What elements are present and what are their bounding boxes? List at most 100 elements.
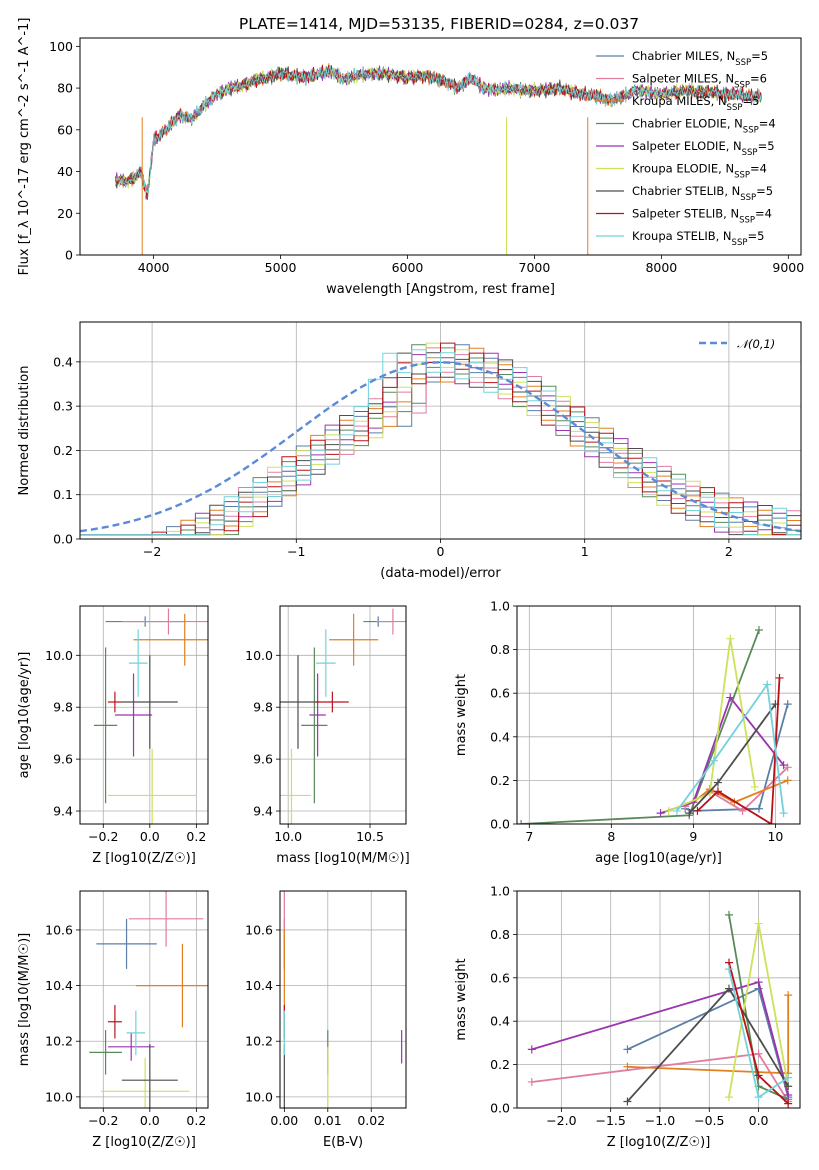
plot-area-age_vs_mass [280,608,406,824]
panel-weight_vs_Z: −2.0 −1.5 −1.0 −0.5 0.0 0.0 0.2 0.4 0.6 0.8 1.0 Z [… [454,884,801,1150]
x-tick-label: −0.2 [88,829,118,844]
axes-frame [79,37,802,256]
errorbar-point-5 [309,673,326,757]
y-tick-label: 10.2 [45,1034,73,1049]
y-tick-label: 100 [49,39,73,54]
y-tick-label: 9.6 [53,752,73,767]
legend-entry: Salpeter STELIB, NSSP=4 [632,207,772,226]
y-tick-label: 0.8 [490,642,510,657]
axes-frame [516,605,801,825]
y-tick-label: 0 [65,248,73,263]
y-tick-label: 0.6 [490,970,510,985]
weight-marker [779,809,788,818]
x-axis-label: wavelength [Angstrom, rest frame] [326,282,555,297]
x-tick-label: 1 [581,544,589,559]
x-tick-label: 5000 [265,260,297,275]
legend-entry: Kroupa STELIB, NSSP=5 [632,229,764,248]
panel-mass_vs_Z: −0.2 0.0 0.2 10.0 10.2 10.4 10.6 Z [log10(Z/Z☉)… [17,890,209,1150]
weight-marker [623,1045,632,1054]
x-tick-label: 0.0 [140,1113,160,1128]
legend-subscript: SSP [740,193,756,203]
y-tick-label: 80 [57,81,73,96]
x-tick-label: 0.2 [186,1113,206,1128]
x-axis-label: (data-model)/error [380,566,501,581]
y-tick-label: 0.6 [490,686,510,701]
x-tick-label: 0.01 [314,1113,342,1128]
y-tick-label: 0.2 [53,443,73,458]
y-tick-label: 10.6 [245,922,273,937]
y-tick-label: 0.0 [53,532,73,547]
x-tick-label: 0.02 [357,1113,385,1128]
y-tick-label: 10.4 [45,978,73,993]
weight-line-8 [696,677,781,824]
y-tick-label: 0.3 [53,399,73,414]
y-tick-label: 40 [57,164,73,179]
plot-area-residuals [80,342,801,536]
x-tick-label: −2 [143,544,161,559]
weight-marker [693,806,702,815]
legend-count: =4 [759,117,776,131]
weight-marker [623,1097,632,1106]
weight-marker [738,806,747,815]
y-tick-label: 60 [57,122,73,137]
x-tick-label: 10 [767,829,783,844]
y-tick-label: 0.2 [490,773,510,788]
weight-marker [754,1071,763,1080]
weight-marker [784,1099,793,1108]
x-tick-label: 9 [689,829,697,844]
y-tick-label: 0.4 [490,1014,510,1029]
legend-entry: Chabrier ELODIE, NSSP=4 [632,117,776,136]
panel-age_vs_mass: 10.0 10.5 9.4 9.6 9.8 10.0 mass [log10(M/M☉)] [245,605,410,866]
errorbar-point-5 [114,673,153,757]
weight-marker [527,1045,536,1054]
y-tick-label: 10.0 [245,1089,273,1104]
weight-marker [672,806,681,815]
y-tick-label: 9.6 [253,752,273,767]
x-tick-label: −1 [287,544,305,559]
weight-marker [754,978,763,987]
y-tick-label: 9.8 [53,700,73,715]
weight-marker [754,1093,763,1102]
plot-area-age_vs_Z [93,608,208,824]
plot-area-mass_vs_Z [89,891,208,1108]
panel-residuals: −2 −1 0 1 2 0.0 0.1 0.2 0.3 0.4 (data-model)/error… [17,321,802,581]
errorbar-point-8 [107,1005,122,1039]
errorbar-point-8 [107,691,122,713]
legend-count: =4 [755,207,772,221]
y-tick-label: 0.0 [490,817,510,832]
weight-marker [709,756,718,765]
panel-mass_vs_ebv: 0.00 0.01 0.02 10.0 10.2 10.4 10.6 E(B-V) [245,890,407,1150]
legend-subscript: SSP [735,58,751,68]
weight-marker [784,991,793,1000]
weight-marker [725,1093,734,1102]
legend-count: =5 [756,184,773,198]
x-tick-label: −0.2 [88,1113,118,1128]
weight-marker [726,634,735,643]
x-axis-label: E(B-V) [323,1135,363,1150]
errorbar-point-9 [126,1010,146,1056]
weight-marker [784,1082,793,1091]
legend-count: =6 [750,72,767,86]
errorbar-point-2 [128,891,204,947]
legend-subscript: SSP [742,148,758,158]
weight-marker [726,693,735,702]
weight-marker [783,776,792,785]
errorbar-point-4 [89,1030,122,1075]
legend-count: =4 [750,162,767,176]
errorbar-point-3 [133,613,208,666]
legend-entry: Salpeter ELODIE, NSSP=5 [632,139,775,158]
y-tick-label: 1.0 [490,599,510,614]
y-tick-label: 10.6 [45,922,73,937]
axes-frame [79,890,209,1109]
y-tick-label: 9.4 [253,804,273,819]
x-tick-label: 8000 [645,260,677,275]
panel-age_vs_Z: −0.2 0.0 0.2 9.4 9.6 9.8 10.0 Z [log10(Z/Z☉)] ag… [17,605,209,866]
errorbar-point-2 [376,608,406,635]
x-tick-label: 0.0 [749,1113,769,1128]
legend-subscript: SSP [739,216,755,226]
y-tick-label: 0.2 [490,1057,510,1072]
x-tick-label: 0.00 [270,1113,298,1128]
weight-marker [779,761,788,770]
x-tick-label: −1.0 [645,1113,675,1128]
errorbar-point-6 [280,748,312,824]
